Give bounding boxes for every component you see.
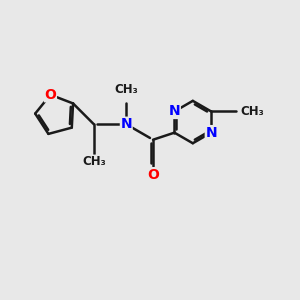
Text: N: N bbox=[169, 104, 180, 118]
Text: N: N bbox=[121, 117, 132, 131]
Text: CH₃: CH₃ bbox=[114, 83, 138, 96]
Text: O: O bbox=[147, 168, 159, 182]
Text: N: N bbox=[205, 126, 217, 140]
Text: CH₃: CH₃ bbox=[82, 155, 106, 168]
Text: O: O bbox=[44, 88, 56, 102]
Text: CH₃: CH₃ bbox=[241, 105, 264, 118]
